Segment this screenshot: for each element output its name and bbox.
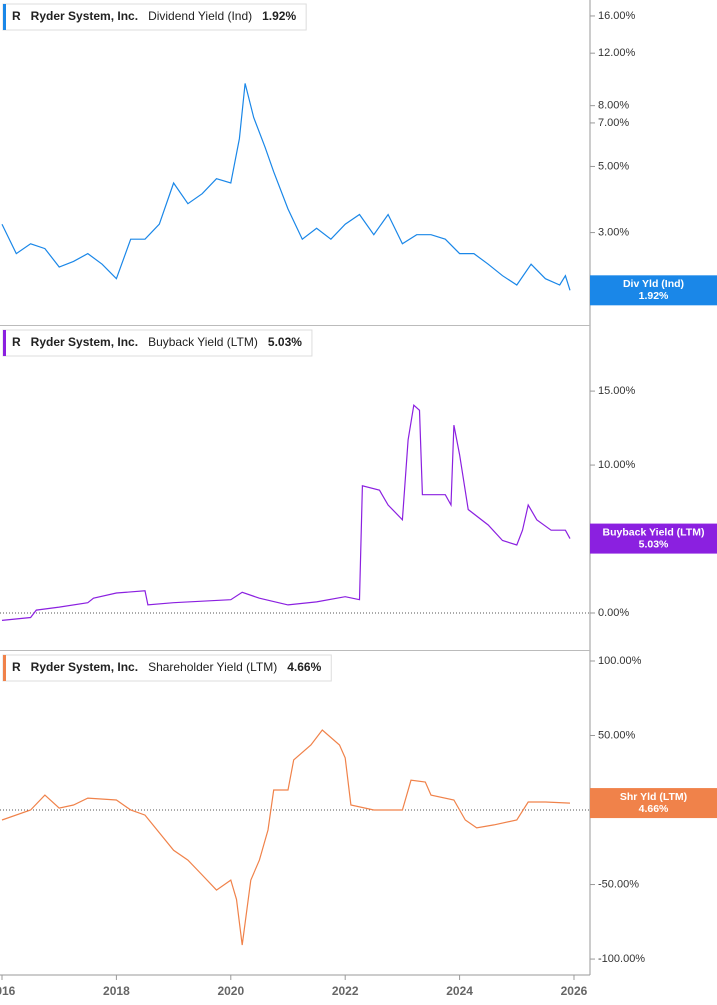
- legend-value: 1.92%: [262, 9, 296, 23]
- legend-swatch: [3, 330, 6, 356]
- x-tick-label: 2020: [217, 984, 244, 998]
- legend-company: Ryder System, Inc.: [31, 660, 138, 674]
- y-tick-label: -100.00%: [598, 953, 645, 965]
- legend-box: [2, 329, 313, 357]
- legend-swatch: [3, 655, 6, 681]
- y-tick-label: 0.00%: [598, 607, 629, 619]
- y-tick-label: 16.00%: [598, 10, 636, 22]
- y-tick-label: 5.00%: [598, 160, 629, 172]
- x-tick-label: 2024: [446, 984, 473, 998]
- y-tick-label: 8.00%: [598, 100, 629, 112]
- callout-name: Buyback Yield (LTM): [603, 526, 705, 538]
- y-tick-label: -50.00%: [598, 878, 639, 890]
- callout-value: 5.03%: [639, 538, 669, 550]
- callout-value: 1.92%: [639, 290, 669, 302]
- y-tick-label: 10.00%: [598, 459, 636, 471]
- y-tick-label: 15.00%: [598, 385, 636, 397]
- legend-value: 5.03%: [268, 335, 302, 349]
- y-tick-label: 50.00%: [598, 729, 636, 741]
- legend-ticker: R: [12, 660, 21, 674]
- legend-ticker: R: [12, 335, 21, 349]
- series-line: [1, 83, 571, 291]
- legend-company: Ryder System, Inc.: [31, 335, 138, 349]
- y-tick-label: 3.00%: [598, 226, 629, 238]
- value-callout: [590, 523, 717, 554]
- callout-name: Shr Yld (LTM): [620, 791, 687, 803]
- legend-swatch: [3, 4, 6, 30]
- x-tick-label: 2026: [561, 984, 588, 998]
- y-tick-label: 7.00%: [598, 117, 629, 129]
- callout-name: Div Yld (Ind): [623, 278, 684, 290]
- value-callout: [590, 275, 717, 306]
- y-tick-label: 12.00%: [598, 47, 636, 59]
- legend-series: Buyback Yield (LTM): [148, 335, 258, 349]
- legend-company: Ryder System, Inc.: [31, 9, 138, 23]
- callout-value: 4.66%: [639, 803, 669, 815]
- legend-value: 4.66%: [287, 660, 321, 674]
- series-line: [1, 404, 571, 621]
- series-line: [1, 729, 571, 946]
- value-callout: [590, 788, 717, 819]
- legend-series: Dividend Yield (Ind): [148, 9, 252, 23]
- legend-ticker: R: [12, 9, 21, 23]
- y-tick-label: 100.00%: [598, 655, 642, 667]
- x-tick-label: 2018: [103, 984, 130, 998]
- legend-series: Shareholder Yield (LTM): [148, 660, 277, 674]
- x-tick-label: 2022: [332, 984, 359, 998]
- legend-box: [2, 654, 332, 682]
- x-tick-label: 2016: [0, 984, 16, 998]
- legend-box: [2, 3, 307, 31]
